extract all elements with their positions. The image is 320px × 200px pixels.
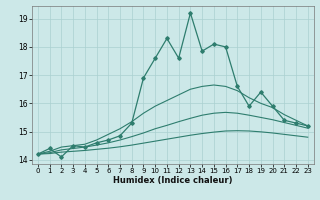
X-axis label: Humidex (Indice chaleur): Humidex (Indice chaleur) (113, 176, 233, 185)
